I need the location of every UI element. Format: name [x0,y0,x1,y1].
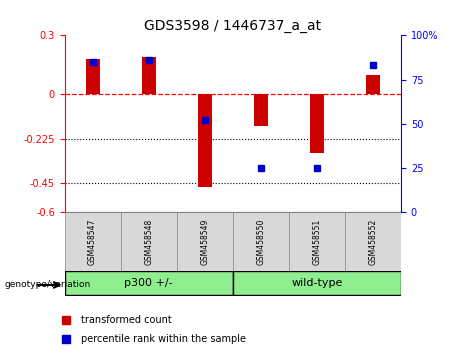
Text: GSM458549: GSM458549 [200,218,209,265]
Bar [142,57,156,95]
Text: GSM458548: GSM458548 [144,218,153,265]
Text: GSM458547: GSM458547 [88,218,97,265]
Bar [121,212,177,271]
Bar [65,212,121,271]
Bar [289,212,345,271]
Bar [198,95,212,187]
Text: wild-type: wild-type [291,278,343,288]
Bar [254,95,268,126]
Bar [345,212,401,271]
Title: GDS3598 / 1446737_a_at: GDS3598 / 1446737_a_at [144,19,321,33]
Bar [310,95,324,153]
Bar [233,212,289,271]
Text: GSM458552: GSM458552 [368,218,378,265]
Text: genotype/variation: genotype/variation [5,280,91,290]
Bar [366,75,380,95]
Text: GSM458551: GSM458551 [313,218,321,265]
Bar [233,271,401,295]
Text: transformed count: transformed count [81,315,172,325]
Text: p300 +/-: p300 +/- [124,278,173,288]
Text: GSM458550: GSM458550 [256,218,266,265]
Bar [177,212,233,271]
Bar [86,59,100,95]
Text: percentile rank within the sample: percentile rank within the sample [81,333,246,344]
Bar [65,271,233,295]
